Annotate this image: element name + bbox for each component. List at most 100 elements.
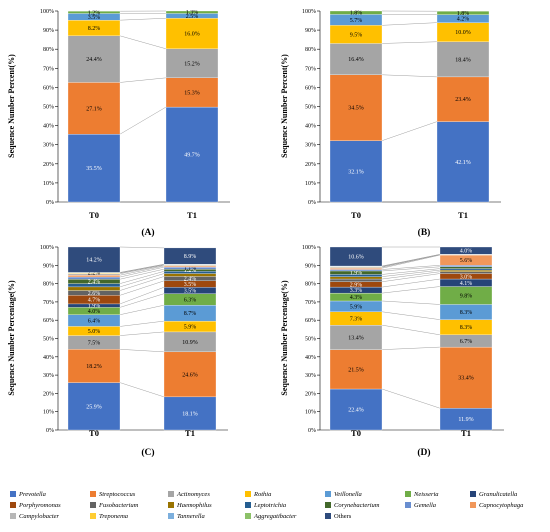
bar-segment-actinomyces bbox=[329, 43, 383, 75]
legend-swatch bbox=[405, 491, 411, 497]
series-connector bbox=[119, 268, 165, 280]
category-label: T1 bbox=[458, 210, 468, 220]
bar-segment-prevotella bbox=[436, 121, 490, 203]
series-connector bbox=[119, 265, 165, 274]
y-tick-label: 30% bbox=[43, 143, 54, 149]
data-label: 1.2% bbox=[184, 268, 197, 274]
legend-swatch bbox=[470, 502, 476, 508]
legend-item: Leptotrichia bbox=[245, 502, 286, 509]
data-label: 9.5% bbox=[350, 32, 363, 38]
data-label: 5.7% bbox=[350, 18, 363, 24]
series-connector bbox=[381, 324, 441, 336]
bar-segment-leptotrichia bbox=[439, 268, 493, 271]
category-label: T1 bbox=[461, 428, 471, 438]
bar-t0: 32.1% 34.5% 16.4% 9.5% 5.7%1.8% bbox=[329, 11, 383, 203]
data-label: 4.7% bbox=[88, 298, 101, 304]
y-tick-label: 20% bbox=[43, 162, 54, 168]
data-label: 1.9% bbox=[88, 304, 101, 310]
series-connector bbox=[119, 106, 167, 135]
bar-segment-others bbox=[67, 246, 121, 273]
y-tick-label: 50% bbox=[43, 105, 54, 111]
y-tick-label: 10% bbox=[305, 181, 316, 187]
legend-label: Leptotrichia bbox=[253, 502, 286, 509]
series-connector bbox=[119, 77, 167, 83]
series-connector bbox=[381, 268, 441, 275]
data-label: 18.4% bbox=[455, 57, 471, 63]
bar-segment-prevotella bbox=[163, 396, 217, 431]
category-label: T0 bbox=[89, 428, 99, 438]
series-connector bbox=[119, 293, 165, 308]
connector-lines bbox=[119, 10, 167, 135]
data-label: 8.9% bbox=[184, 254, 197, 260]
legend-label: Granulicatella bbox=[479, 491, 517, 498]
category-label: T0 bbox=[89, 210, 99, 220]
legend-label: Rothia bbox=[253, 491, 271, 498]
chart-panel-c: 0% 10% 20% 30% 40% 50% 60% 70% 80% 90% 100% Sequenc… bbox=[7, 245, 228, 458]
series-connector bbox=[119, 265, 165, 276]
series-connector bbox=[119, 287, 165, 305]
data-label: 32.1% bbox=[348, 169, 364, 175]
data-label: 13.4% bbox=[348, 335, 364, 341]
series-connector bbox=[381, 346, 441, 350]
data-label: 49.7% bbox=[184, 153, 200, 159]
data-label: 8.3% bbox=[460, 310, 473, 316]
data-label: 14.2% bbox=[86, 258, 102, 264]
legend-swatch bbox=[245, 502, 251, 508]
data-label: 33.4% bbox=[458, 376, 474, 382]
y-tick-label: 100% bbox=[302, 9, 316, 15]
series-connector bbox=[119, 35, 167, 50]
legend-item: Treponema bbox=[90, 513, 128, 520]
bar-t0: 35.5% 27.1% 24.4% 8.2% 3.5%1.2% bbox=[67, 10, 121, 203]
y-tick-label: 70% bbox=[305, 300, 316, 306]
bar-t1: 49.7% 15.3% 15.2% 16.0% 2.5%1.3% bbox=[165, 10, 219, 203]
data-label: 9.8% bbox=[460, 293, 473, 299]
y-tick-label: 100% bbox=[302, 245, 316, 251]
y-tick-label: 50% bbox=[43, 337, 54, 343]
series-connector bbox=[119, 349, 165, 353]
y-tick-label: 90% bbox=[305, 28, 316, 34]
bar-segment-streptococcus bbox=[329, 349, 383, 390]
legend-item: Fusobacterium bbox=[90, 502, 139, 509]
data-label: 24.4% bbox=[86, 57, 102, 63]
legend: Prevotella Streptococcus Actinomyces Rothia… bbox=[10, 491, 523, 520]
data-label: 10.6% bbox=[348, 255, 364, 261]
bar-t1: 18.1%24.6%10.9%5.9%8.7%6.3%3.5%3.5%2.4%1… bbox=[163, 247, 217, 431]
data-label: 5.9% bbox=[350, 304, 363, 310]
bar-segment-others bbox=[439, 246, 493, 255]
panel-label: (D) bbox=[417, 447, 430, 458]
legend-item: Granulicatella bbox=[470, 491, 517, 498]
data-label: 22.4% bbox=[348, 408, 364, 414]
bar-segment-actinomyces bbox=[165, 48, 219, 79]
y-tick-label: 80% bbox=[43, 47, 54, 53]
y-tick-label: 80% bbox=[305, 47, 316, 53]
data-label: 2.9% bbox=[350, 282, 363, 288]
legend-item: Aggregatibacter bbox=[245, 513, 297, 520]
legend-item: Haemophilus bbox=[168, 502, 212, 509]
bar-segment-capnocytophaga bbox=[163, 265, 217, 268]
y-axis-label: Sequence Number Percentage(%) bbox=[280, 280, 289, 396]
legend-label: Aggregatibacter bbox=[253, 513, 297, 520]
connector-lines bbox=[381, 246, 441, 409]
legend-swatch bbox=[10, 502, 16, 508]
bar-segment-prevotella bbox=[329, 388, 383, 431]
y-tick-label: 30% bbox=[43, 373, 54, 379]
data-label: 16.0% bbox=[184, 32, 200, 38]
data-label: 4.0% bbox=[460, 249, 473, 255]
series-connector bbox=[381, 265, 441, 270]
series-connector bbox=[381, 269, 441, 277]
legend-label: Haemophilus bbox=[176, 502, 212, 509]
chart-panel-b: 0% 10% 20% 30% 40% 50% 60% 70% 80% 90% 100% Sequenc… bbox=[280, 9, 501, 238]
panel-label: (C) bbox=[141, 447, 154, 458]
y-tick-label: 30% bbox=[305, 373, 316, 379]
bar-t0: 22.4% 21.5% 13.4% 7.3% 5.9% 4.3%3.3%2.9% 1.9% 1… bbox=[329, 246, 383, 431]
series-connector bbox=[381, 271, 441, 280]
y-tick-label: 80% bbox=[43, 282, 54, 288]
data-label: 23.4% bbox=[455, 97, 471, 103]
legend-swatch bbox=[168, 502, 174, 508]
data-label: 1.1% bbox=[184, 266, 197, 272]
bar-segment-haemophilus bbox=[67, 286, 121, 291]
legend-item: Corynebacterium bbox=[325, 502, 380, 509]
legend-label: Gemella bbox=[414, 502, 436, 509]
series-connector bbox=[119, 273, 165, 288]
bar-t0: 25.9% 18.2% 7.5% 5.0% 6.4% 4.0%1.9%4.7%2.6% 2.… bbox=[67, 246, 121, 431]
